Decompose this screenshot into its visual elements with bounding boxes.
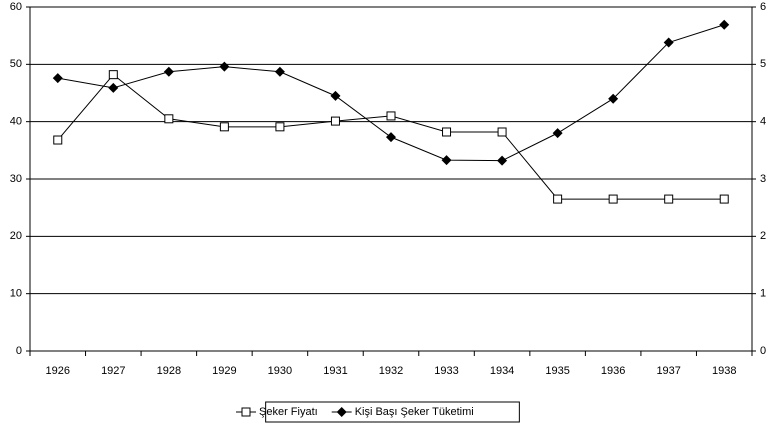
data-point <box>608 194 618 204</box>
x-tick-label: 1930 <box>268 365 292 377</box>
y-tick-label: 30 <box>10 173 22 185</box>
data-point <box>553 194 563 204</box>
legend-marker <box>241 407 251 417</box>
y-tick-label: 50 <box>10 58 22 70</box>
data-point <box>719 19 730 30</box>
y2-tick-label: 5 <box>760 58 766 70</box>
data-point <box>497 127 507 137</box>
data-point <box>441 155 452 166</box>
x-tick-label: 1933 <box>434 365 458 377</box>
x-tick-label: 1938 <box>712 365 736 377</box>
data-point <box>163 66 174 77</box>
y2-tick-label: 1 <box>760 288 766 300</box>
data-point <box>386 111 396 121</box>
data-point <box>330 90 341 101</box>
y2-tick-label: 6 <box>760 1 766 13</box>
x-tick-label: 1927 <box>101 365 125 377</box>
x-tick-label: 1937 <box>656 365 680 377</box>
x-tick-label: 1931 <box>323 365 347 377</box>
x-tick-label: 1926 <box>46 365 70 377</box>
x-tick-label: 1936 <box>601 365 625 377</box>
x-tick-label: 1928 <box>157 365 181 377</box>
data-point <box>552 128 563 139</box>
data-point <box>219 122 229 132</box>
y2-tick-label: 4 <box>760 116 766 128</box>
x-tick-label: 1932 <box>379 365 403 377</box>
data-point <box>442 127 452 137</box>
legend-label: Şeker Fiyatı <box>259 406 318 418</box>
y-tick-label: 20 <box>10 230 22 242</box>
x-tick-label: 1934 <box>490 365 514 377</box>
data-point <box>719 194 729 204</box>
y2-tick-label: 2 <box>760 230 766 242</box>
legend-marker <box>336 407 347 417</box>
data-point <box>275 122 285 132</box>
data-point <box>664 194 674 204</box>
y2-tick-label: 3 <box>760 173 766 185</box>
data-point <box>386 132 396 143</box>
x-tick-label: 1929 <box>212 365 236 377</box>
data-point <box>108 82 119 93</box>
data-point <box>608 93 619 104</box>
y-tick-label: 0 <box>16 345 22 357</box>
legend <box>265 401 520 423</box>
data-point <box>663 37 674 48</box>
data-point <box>53 135 63 145</box>
data-point <box>164 114 174 124</box>
y2-tick-label: 0 <box>760 345 766 357</box>
legend-label: Kişi Başı Şeker Tüketimi <box>355 406 474 418</box>
y-tick-label: 60 <box>10 1 22 13</box>
data-point <box>219 61 230 72</box>
y-tick-label: 10 <box>10 288 22 300</box>
data-point <box>274 66 285 77</box>
data-point <box>52 73 63 84</box>
x-tick-label: 1935 <box>545 365 569 377</box>
data-point <box>108 70 118 80</box>
data-point <box>330 116 340 126</box>
data-point <box>497 155 508 166</box>
y-tick-label: 40 <box>10 116 22 128</box>
